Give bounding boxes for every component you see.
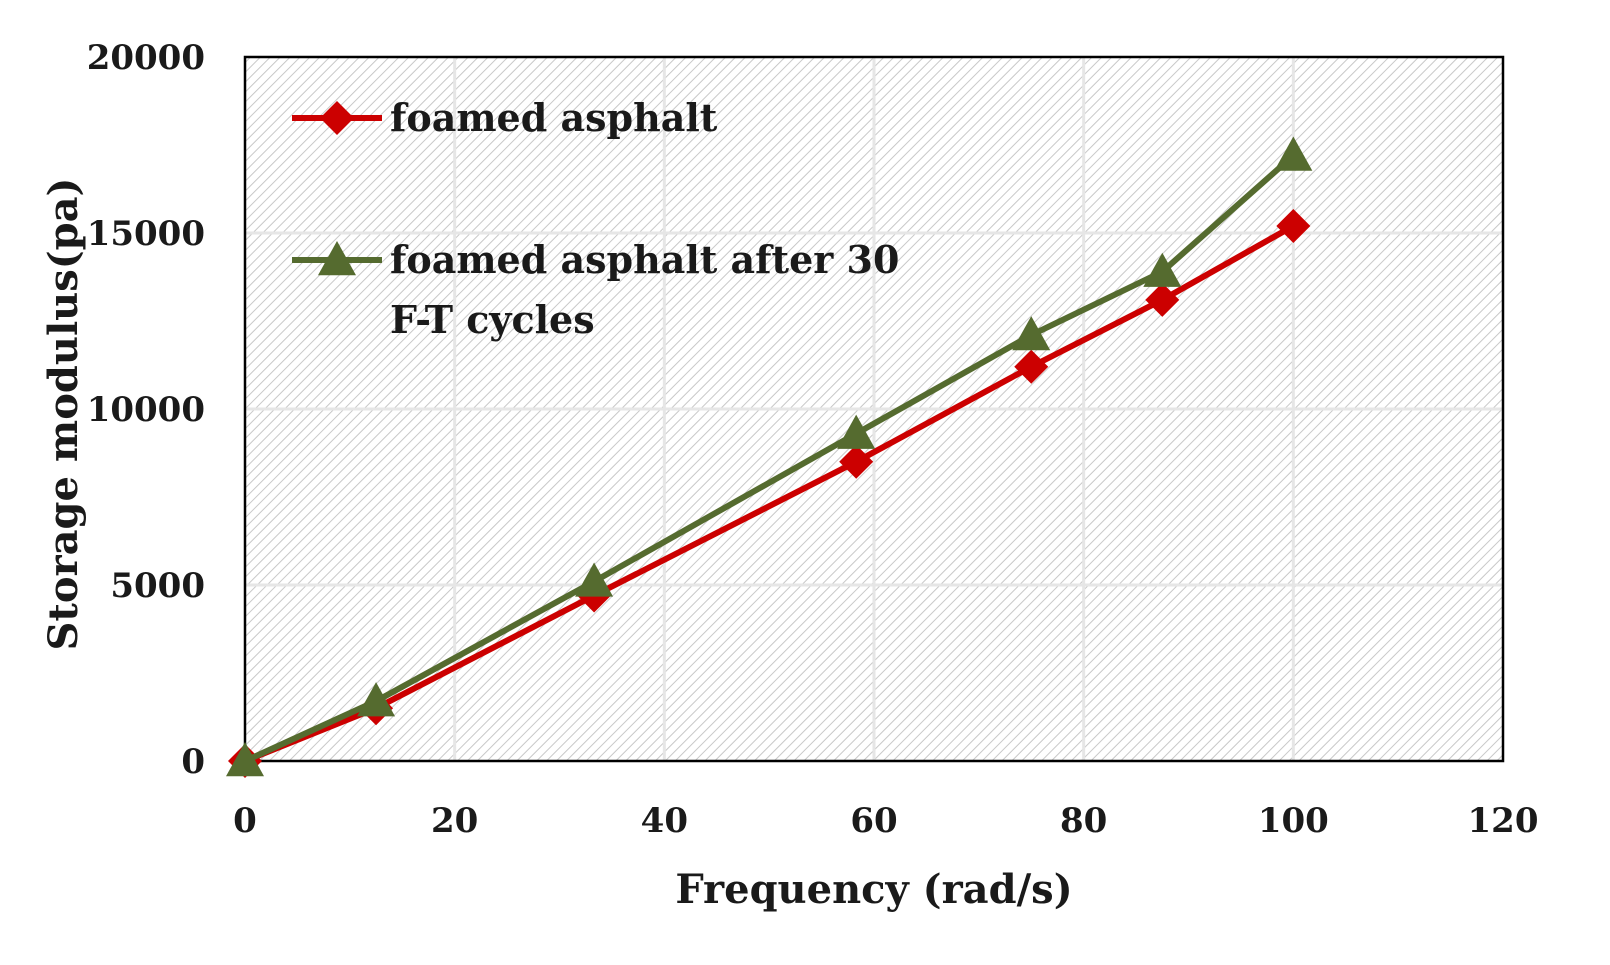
y-tick-label: 0 [181, 742, 205, 782]
y-tick-label: 20000 [87, 38, 205, 78]
x-axis-title: Frequency (rad/s) [675, 866, 1072, 913]
data-point [1143, 252, 1182, 287]
data-point [1276, 208, 1311, 243]
data-point [226, 742, 264, 777]
legend: foamed asphalt foamed asphalt after 30 F-T… [292, 95, 899, 342]
legend-item: foamed asphalt after 30 F-T cycles [292, 237, 899, 342]
gridlines [245, 57, 1503, 761]
legend-label: foamed asphalt after 30 [390, 237, 899, 282]
x-tick-label: 0 [233, 801, 257, 841]
data-point [839, 444, 874, 479]
series-layer [226, 136, 1313, 778]
y-tick-label: 5000 [110, 566, 205, 606]
data-point [1145, 282, 1180, 317]
x-axis-tick-labels: 0 20 40 60 80 100 120 [233, 801, 1538, 841]
legend-marker [318, 241, 356, 276]
x-tick-label: 20 [431, 801, 478, 841]
y-tick-label: 15000 [87, 214, 205, 254]
legend-label: F-T cycles [390, 297, 595, 342]
legend-marker [320, 101, 354, 135]
y-tick-label: 10000 [87, 390, 205, 430]
x-tick-label: 120 [1468, 801, 1539, 841]
legend-item: foamed asphalt [292, 95, 718, 140]
y-axis-tick-labels: 0 5000 10000 15000 20000 [87, 38, 205, 782]
data-point [1012, 316, 1051, 351]
data-point [1014, 349, 1049, 384]
data-point [357, 682, 396, 717]
data-point [1274, 136, 1313, 171]
x-tick-label: 80 [1060, 801, 1107, 841]
x-tick-label: 40 [641, 801, 688, 841]
legend-label: foamed asphalt [390, 95, 718, 140]
series-foamed-asphalt-after-ft-cycles [226, 136, 1313, 777]
data-point [837, 414, 876, 449]
x-tick-label: 100 [1258, 801, 1329, 841]
plot-area-frame [243, 55, 1505, 763]
y-axis-title: Storage modulus(pa) [40, 178, 87, 651]
x-tick-label: 60 [850, 801, 897, 841]
data-point [575, 562, 614, 597]
